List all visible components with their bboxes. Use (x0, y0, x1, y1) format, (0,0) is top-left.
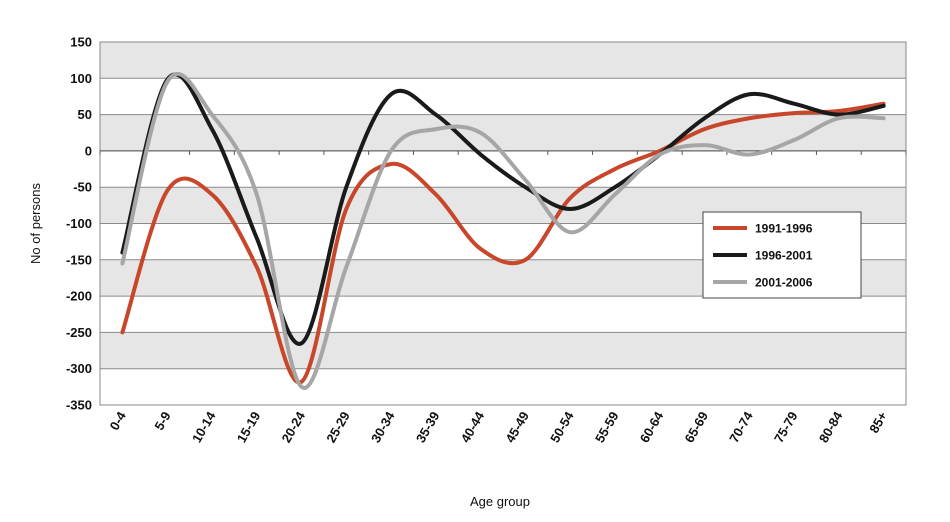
x-tick-label: 15-19 (234, 409, 264, 445)
y-axis-tick-labels: 150 100 50 0 -50 -100 -150 -200 -250 -300 -350 (66, 35, 92, 413)
series-line-1991-1996 (120, 101, 886, 385)
band (100, 332, 906, 369)
x-tick-label: 45-49 (502, 409, 532, 445)
y-tick-label: 100 (70, 71, 92, 86)
x-tick-label: 25-29 (323, 409, 353, 445)
legend: 1991-1996 1996-2001 2001-2006 (702, 211, 862, 299)
y-tick-label: -300 (66, 361, 92, 376)
y-tick-label: -200 (66, 289, 92, 304)
band (100, 42, 906, 79)
series-line-1996-2001 (120, 72, 886, 346)
x-tick-label: 40-44 (458, 408, 488, 445)
y-axis-title: No of persons (28, 183, 43, 264)
y-tick-label: 150 (70, 35, 92, 50)
y-tick-label: -100 (66, 216, 92, 231)
y-tick-label: -250 (66, 325, 92, 340)
x-tick-label: 20-24 (278, 408, 308, 445)
x-axis-title: Age group (470, 494, 530, 509)
y-tick-label: -50 (73, 180, 92, 195)
x-tick-label: 80-84 (816, 408, 846, 445)
x-tick-label: 75-79 (771, 409, 801, 445)
x-tick-label: 85+ (866, 409, 890, 436)
x-tick-label: 0-4 (107, 408, 130, 432)
series-lines (120, 72, 886, 390)
legend-label: 1996-2001 (755, 249, 813, 263)
y-tick-label: -150 (66, 252, 92, 267)
x-tick-label: 10-14 (189, 408, 219, 445)
y-tick-label: 50 (78, 107, 92, 122)
x-tick-label: 30-34 (368, 408, 398, 445)
legend-label: 2001-2006 (755, 276, 813, 290)
x-tick-label: 35-39 (413, 409, 443, 445)
x-tick-label: 60-64 (637, 408, 667, 445)
x-tick-label: 50-54 (547, 408, 577, 445)
x-tick-label: 55-59 (592, 409, 622, 445)
x-tick-label: 65-69 (681, 409, 711, 445)
y-tick-label: 0 (85, 143, 92, 158)
y-tick-label: -350 (66, 398, 92, 413)
x-tick-label: 5-9 (151, 409, 173, 433)
alternate-bands (100, 42, 906, 369)
x-tick-label: 70-74 (726, 408, 756, 445)
series-line-2001-2006 (120, 72, 886, 390)
legend-label: 1991-1996 (755, 222, 813, 236)
plot-area-border (99, 41, 907, 406)
